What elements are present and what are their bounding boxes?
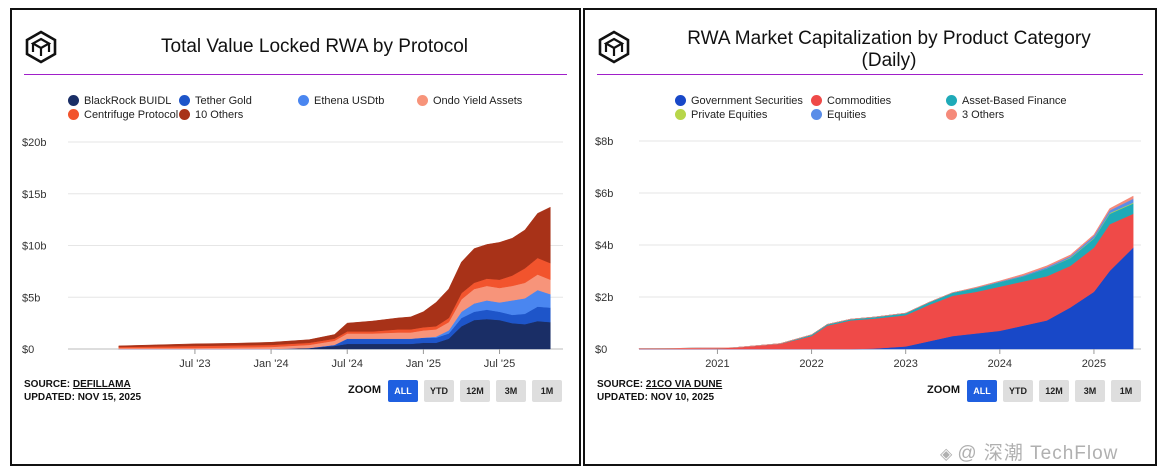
y-tick-label: $5b	[22, 292, 40, 304]
legend-item[interactable]: Ethena USDtb	[298, 94, 384, 108]
legend-item[interactable]: Centrifuge Protocol	[68, 108, 178, 122]
legend-marker	[417, 95, 428, 106]
x-tick-label: 2023	[893, 358, 917, 368]
y-tick-label: $0	[595, 344, 607, 356]
legend-label: Private Equities	[691, 109, 768, 121]
legend-marker	[179, 95, 190, 106]
legend-item[interactable]: Ondo Yield Assets	[417, 94, 522, 108]
y-tick-label: $10b	[22, 241, 46, 253]
legend-marker	[68, 109, 79, 120]
legend-label: 10 Others	[195, 109, 244, 121]
market-cap-chart-panel: RWA Market Capitalization by Product Cat…	[583, 8, 1157, 466]
chart-title-line1: RWA Market Capitalization by Product Cat…	[687, 28, 1091, 49]
legend-item[interactable]: 3 Others	[946, 108, 1004, 122]
chart-title: Total Value Locked RWA by Protocol	[161, 36, 468, 57]
legend-label: 3 Others	[962, 109, 1005, 121]
legend-marker	[811, 95, 822, 106]
title-divider	[24, 74, 567, 75]
chart-title: RWA Market Capitalization by Product Cat…	[637, 28, 1141, 72]
area-series[interactable]	[118, 206, 551, 348]
x-tick-label: 2025	[1082, 358, 1106, 368]
y-tick-label: $6b	[595, 188, 613, 200]
legend-marker	[179, 109, 190, 120]
legend-label: Government Securities	[691, 95, 803, 107]
cube-logo-icon	[25, 30, 57, 64]
y-tick-label: $2b	[595, 292, 613, 304]
zoom-1m-button[interactable]: 1M	[532, 380, 562, 402]
legend-item[interactable]: Private Equities	[675, 108, 767, 122]
watermark-text: @ 深潮 TechFlow	[957, 443, 1119, 464]
legend-item[interactable]: Commodities	[811, 94, 891, 108]
zoom-ytd-button[interactable]: YTD	[1003, 380, 1033, 402]
legend-label: Ethena USDtb	[314, 95, 385, 107]
x-tick-label: Jan '24	[254, 358, 289, 368]
tvl-area-chart: $0 $5b $10b $15b $20b Jul '23 Jan '24 Jul '24 Ja…	[22, 137, 563, 368]
y-tick-label: $0	[22, 344, 34, 356]
zoom-all-button[interactable]: ALL	[388, 380, 418, 402]
legend-label: Commodities	[827, 95, 892, 107]
zoom-label: ZOOM	[348, 384, 381, 396]
y-tick-label: $15b	[22, 189, 46, 201]
y-tick-label: $8b	[595, 136, 613, 148]
legend-item[interactable]: Government Securities	[675, 94, 803, 108]
source-link[interactable]: 21CO VIA DUNE	[645, 379, 723, 390]
diamond-icon: ◈	[940, 446, 954, 463]
x-tick-label: Jul '24	[332, 358, 363, 368]
source-label: SOURCE:	[597, 379, 644, 390]
zoom-12m-button[interactable]: 12M	[1039, 380, 1069, 402]
zoom-all-button[interactable]: ALL	[967, 380, 997, 402]
title-divider	[597, 74, 1143, 75]
zoom-3m-button[interactable]: 3M	[1075, 380, 1105, 402]
y-tick-label: $20b	[22, 137, 46, 149]
cube-logo-icon	[598, 30, 630, 64]
legend-marker	[68, 95, 79, 106]
legend-marker	[811, 109, 822, 120]
legend-item[interactable]: Equities	[811, 108, 866, 122]
zoom-label: ZOOM	[927, 384, 960, 396]
legend-item[interactable]: BlackRock BUIDL	[68, 94, 171, 108]
x-tick-label: Jan '25	[406, 358, 441, 368]
watermark: ◈ @ 深潮 TechFlow	[940, 438, 1118, 465]
zoom-1m-button[interactable]: 1M	[1111, 380, 1141, 402]
source-label: SOURCE:	[24, 379, 71, 390]
area-series[interactable]	[638, 195, 1134, 349]
legend-marker	[675, 95, 686, 106]
tvl-chart-panel: Total Value Locked RWA by Protocol Black…	[10, 8, 581, 466]
legend-label: BlackRock BUIDL	[84, 95, 172, 107]
legend-label: Tether Gold	[195, 95, 252, 107]
legend-item[interactable]: Tether Gold	[179, 94, 252, 108]
legend-label: Asset-Based Finance	[962, 95, 1067, 107]
x-tick-label: Jul '25	[484, 358, 515, 368]
x-tick-label: 2024	[988, 358, 1012, 368]
legend-label: Equities	[827, 109, 867, 121]
zoom-3m-button[interactable]: 3M	[496, 380, 526, 402]
market-cap-area-chart: $0 $2b $4b $6b $8b 2021 2022 2023 2024 2025	[595, 136, 1141, 368]
legend-item[interactable]: 10 Others	[179, 108, 243, 122]
zoom-ytd-button[interactable]: YTD	[424, 380, 454, 402]
chart-legend: BlackRock BUIDL Tether Gold Ethena USDtb On…	[12, 94, 579, 130]
source-block: SOURCE: 21CO VIA DUNE UPDATED: NOV 10, 2…	[597, 378, 722, 404]
zoom-12m-button[interactable]: 12M	[460, 380, 490, 402]
chart-title-line2: (Daily)	[861, 50, 917, 71]
x-tick-label: 2021	[705, 358, 729, 368]
legend-marker	[675, 109, 686, 120]
legend-marker	[946, 109, 957, 120]
legend-marker	[298, 95, 309, 106]
updated-date: UPDATED: NOV 15, 2025	[24, 392, 142, 403]
source-link[interactable]: DEFILLAMA	[72, 379, 131, 390]
x-tick-label: 2022	[799, 358, 823, 368]
source-block: SOURCE: DEFILLAMA UPDATED: NOV 15, 2025	[24, 378, 141, 404]
legend-marker	[946, 95, 957, 106]
legend-label: Ondo Yield Assets	[433, 95, 523, 107]
legend-item[interactable]: Asset-Based Finance	[946, 94, 1067, 108]
y-tick-label: $4b	[595, 240, 613, 252]
x-tick-label: Jul '23	[179, 358, 210, 368]
chart-legend: Government Securities Commodities Asset-Ba…	[585, 94, 1155, 130]
updated-date: UPDATED: NOV 10, 2025	[597, 392, 715, 403]
legend-label: Centrifuge Protocol	[84, 109, 179, 121]
